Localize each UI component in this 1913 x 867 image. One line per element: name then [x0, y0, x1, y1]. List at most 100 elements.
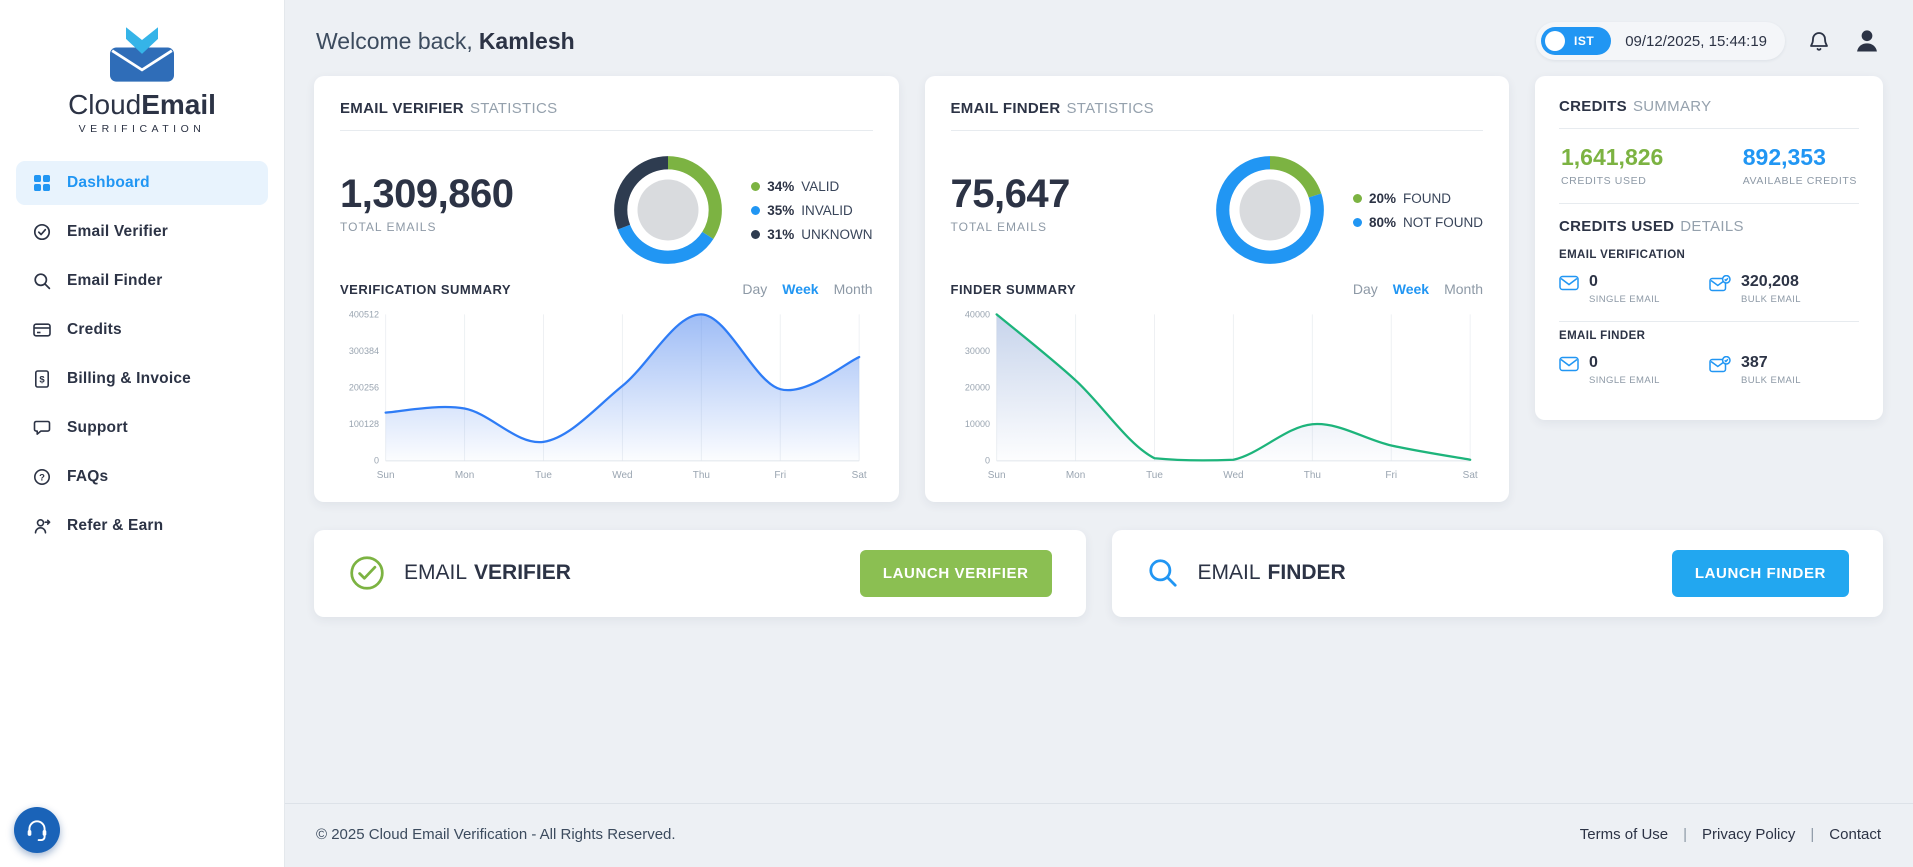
logo-subtitle: VERIFICATION — [78, 123, 206, 136]
svg-text:10000: 10000 — [964, 419, 989, 429]
verifier-range-day[interactable]: Day — [742, 281, 768, 297]
svg-text:$: $ — [39, 375, 45, 386]
search-icon — [32, 271, 52, 291]
svg-text:Sun: Sun — [377, 470, 395, 481]
legend-dot-invalid — [751, 205, 761, 215]
legend-dot-valid — [751, 181, 761, 191]
email-finder-stats-card: EMAIL FINDER STATISTICS 75,647 TOTAL EMA… — [924, 76, 1509, 502]
footer-links: Terms of Use | Privacy Policy | Contact — [1580, 826, 1881, 843]
main-content: Welcome back, Kamlesh IST 09/12/2025, 15:… — [284, 0, 1913, 867]
support-widget-button[interactable] — [14, 807, 60, 853]
sidebar-item-support[interactable]: Support — [16, 406, 268, 450]
svg-text:0: 0 — [374, 456, 379, 466]
svg-text:Mon: Mon — [455, 470, 474, 481]
bulk-email-icon — [1709, 275, 1731, 292]
svg-text:Fri: Fri — [774, 470, 786, 481]
verifier-stat-row: 1,309,860 TOTAL EMAILS 34% VALID 35% — [340, 149, 873, 271]
total-value: 75,647 — [950, 172, 1071, 216]
sidebar-item-email-verifier[interactable]: Email Verifier — [16, 210, 268, 254]
sidebar-item-email-finder[interactable]: Email Finder — [16, 259, 268, 303]
sidebar: CloudEmail VERIFICATION Dashboard Email … — [0, 0, 284, 867]
clock-pill: IST 09/12/2025, 15:44:19 — [1536, 22, 1785, 60]
credits-finder-section: EMAIL FINDER 0 SINGLE EMAIL 387 BULK EMAIL — [1559, 330, 1859, 402]
check-circle-icon — [32, 222, 52, 242]
terms-of-use-link[interactable]: Terms of Use — [1579, 826, 1669, 843]
verifier-area-chart: 400512 300384 200256 100128 0 Sun Mon Tue Wed Thu… — [349, 309, 867, 481]
card-title-strong: CREDITS — [1559, 98, 1627, 115]
single-email-icon — [1559, 356, 1579, 372]
card-title-light: STATISTICS — [1066, 100, 1154, 117]
card-header: EMAIL VERIFIER STATISTICS — [340, 100, 873, 131]
question-circle-icon: ? — [32, 467, 52, 487]
legend-item-unknown: 31% UNKNOWN — [751, 227, 873, 242]
single-email-icon — [1559, 275, 1579, 291]
sidebar-item-credits[interactable]: Credits — [16, 308, 268, 352]
verifier-range-tabs: Day Week Month — [742, 281, 872, 297]
topbar: Welcome back, Kamlesh IST 09/12/2025, 15:… — [314, 0, 1883, 76]
finder-range-week[interactable]: Week — [1392, 281, 1430, 297]
topbar-actions: IST 09/12/2025, 15:44:19 — [1536, 22, 1881, 60]
launch-finder-title: EMAIL FINDER — [1197, 561, 1346, 585]
finder-bulk-email: 387 BULK EMAIL — [1709, 354, 1859, 386]
total-label: TOTAL EMAILS — [340, 220, 437, 234]
svg-text:400512: 400512 — [349, 309, 379, 319]
profile-button[interactable] — [1853, 27, 1881, 55]
verifier-check-icon — [350, 556, 384, 590]
legend-item-invalid: 35% INVALID — [751, 203, 872, 218]
card-title-strong: EMAIL VERIFIER — [340, 100, 464, 117]
notifications-button[interactable] — [1807, 29, 1831, 53]
toggle-knob — [1545, 31, 1566, 51]
datetime-display: 09/12/2025, 15:44:19 — [1625, 32, 1767, 50]
sidebar-item-billing-invoice[interactable]: $ Billing & Invoice — [16, 357, 268, 401]
launch-verifier-button[interactable]: LAUNCH VERIFIER — [859, 549, 1052, 597]
svg-text:100128: 100128 — [349, 419, 379, 429]
finder-area-chart: 40000 30000 20000 10000 0 Sun Mon Tue Wed Thu Fri S… — [964, 309, 1477, 481]
sidebar-item-dashboard[interactable]: Dashboard — [16, 161, 268, 206]
summary-title: VERIFICATION SUMMARY — [340, 281, 512, 297]
finder-summary-header: FINDER SUMMARY Day Week Month — [951, 281, 1484, 297]
logo: CloudEmail VERIFICATION — [0, 24, 284, 135]
launch-finder-button[interactable]: LAUNCH FINDER — [1671, 549, 1849, 597]
legend-dot-not-found — [1352, 217, 1362, 227]
credits-verification-section: EMAIL VERIFICATION 0 SINGLE EMAIL 320,208… — [1559, 249, 1859, 322]
timezone-label: IST — [1574, 34, 1595, 48]
headset-widget-icon — [27, 820, 47, 842]
verifier-summary-header: VERIFICATION SUMMARY Day Week Month — [340, 281, 873, 297]
verification-single-email: 0 SINGLE EMAIL — [1559, 273, 1709, 305]
verifier-range-week[interactable]: Week — [782, 281, 819, 297]
timezone-toggle[interactable]: IST — [1541, 27, 1612, 55]
cloudemail-logo-icon — [110, 27, 174, 82]
footer: © 2025 Cloud Email Verification - All Ri… — [284, 803, 1913, 867]
legend-item-valid: 34% VALID — [751, 179, 872, 194]
finder-search-icon — [1148, 559, 1177, 587]
svg-text:200256: 200256 — [349, 382, 379, 392]
finder-range-tabs: Day Week Month — [1353, 281, 1483, 297]
username: Kamlesh — [478, 27, 575, 54]
legend-dot-unknown — [751, 229, 761, 239]
footer-separator: | — [1683, 826, 1688, 843]
finder-range-month[interactable]: Month — [1444, 281, 1483, 297]
credits-used: 1,641,826 CREDITS USED — [1561, 144, 1664, 187]
welcome-message: Welcome back, Kamlesh — [316, 27, 575, 54]
verifier-range-month[interactable]: Month — [833, 281, 873, 297]
email-verifier-launch-card: EMAIL VERIFIER LAUNCH VERIFIER — [314, 529, 1086, 617]
sidebar-item-faqs[interactable]: ? FAQs — [16, 455, 268, 499]
credits-summary-card: CREDITS SUMMARY 1,641,826 CREDITS USED 8… — [1535, 76, 1883, 420]
sidebar-item-refer-earn[interactable]: Refer & Earn — [16, 504, 268, 548]
credits-used-value: 1,641,826 — [1561, 144, 1664, 170]
privacy-policy-link[interactable]: Privacy Policy — [1702, 826, 1796, 843]
email-finder-launch-card: EMAIL FINDER LAUNCH FINDER — [1111, 529, 1883, 617]
stats-cards-row: EMAIL VERIFIER STATISTICS 1,309,860 TOTA… — [314, 76, 1883, 502]
summary-title: FINDER SUMMARY — [950, 281, 1077, 297]
credit-card-icon — [32, 320, 52, 340]
credits-numbers: 1,641,826 CREDITS USED 892,353 AVAILABLE… — [1559, 129, 1859, 204]
legend-item-found: 20% FOUND — [1352, 191, 1483, 206]
finder-range-day[interactable]: Day — [1352, 281, 1378, 297]
card-header: EMAIL FINDER STATISTICS — [950, 100, 1483, 131]
finder-legend: 20% FOUND 80% NOT FOUND — [1352, 191, 1483, 230]
svg-text:Wed: Wed — [1223, 470, 1243, 481]
sidebar-nav: Dashboard Email Verifier Email Finder Cr… — [0, 161, 284, 548]
svg-text:Sat: Sat — [1462, 470, 1477, 481]
contact-link[interactable]: Contact — [1829, 826, 1881, 843]
